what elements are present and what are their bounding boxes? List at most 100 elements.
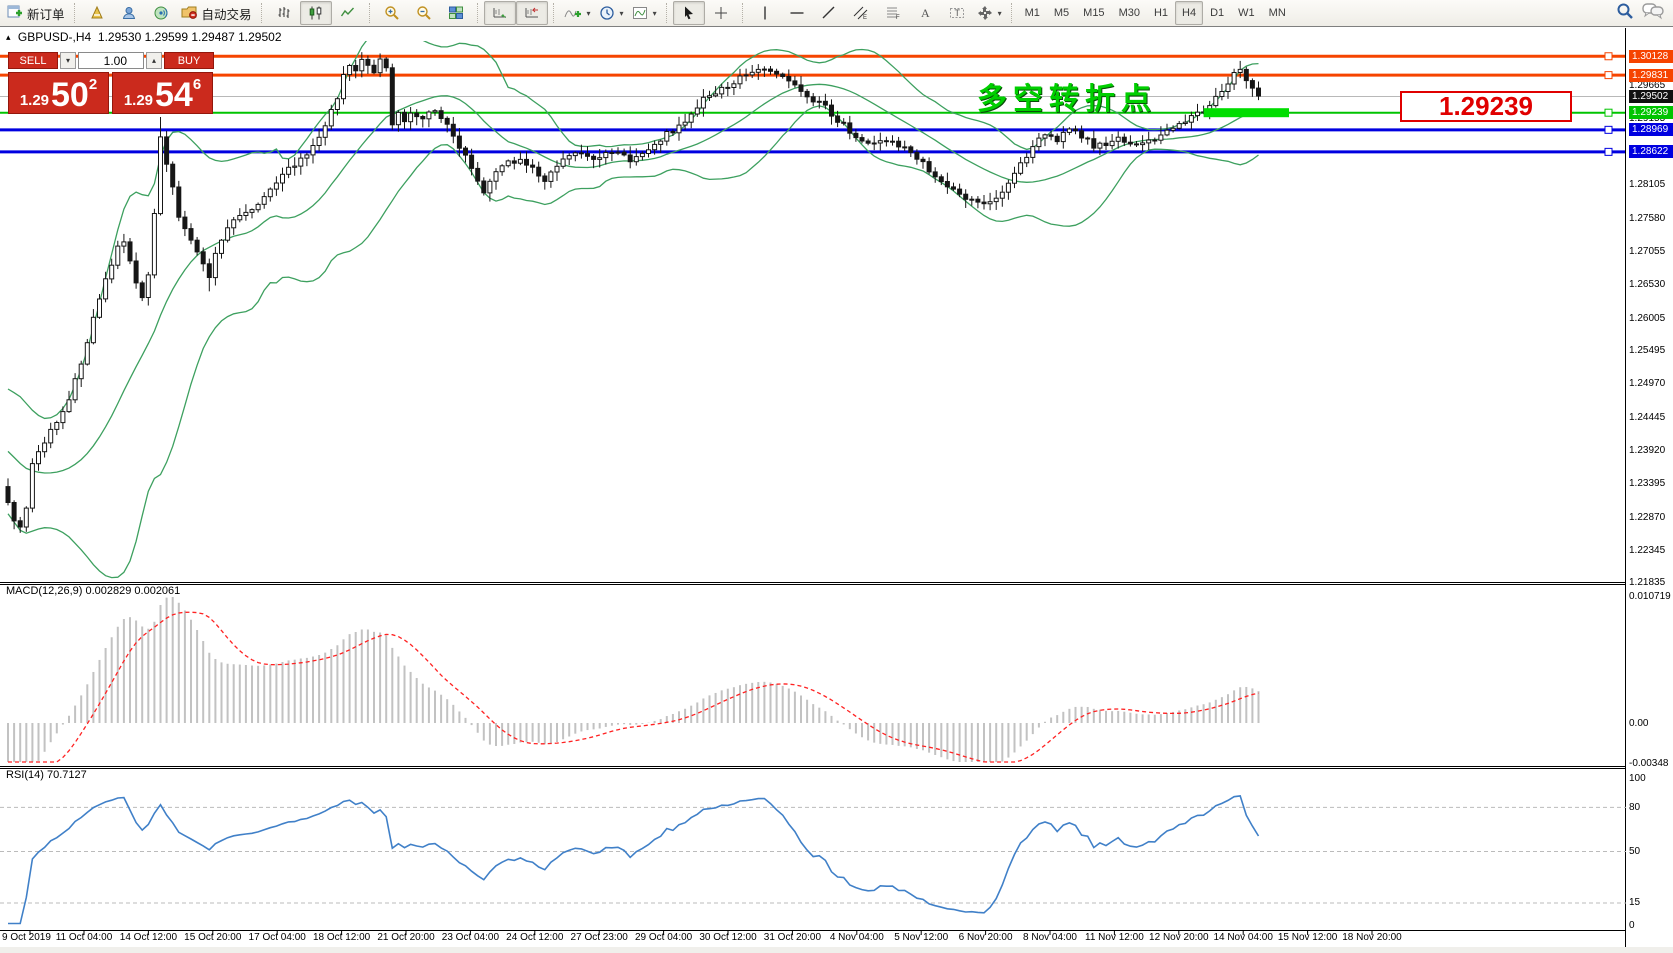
timeframe-button-m5[interactable]: M5 (1053, 7, 1070, 19)
horizontal-line-button[interactable] (781, 1, 813, 25)
price-tick: 1.29665 (1629, 80, 1666, 92)
toolbar-separator (260, 3, 263, 23)
price-tick: 1.27580 (1629, 212, 1666, 224)
toolbar-separator (1010, 3, 1013, 23)
time-axis-label: 14 Nov 04:00 (1213, 932, 1273, 943)
rsi-axis-tick: 50 (1629, 846, 1641, 857)
buy-price-pip: 6 (192, 76, 202, 93)
timeframe-button-m15[interactable]: M15 (1083, 7, 1105, 19)
sell-button[interactable]: SELL (8, 52, 58, 69)
tile-windows-button[interactable] (440, 1, 472, 25)
time-axis-label: 14 Oct 12:00 (119, 932, 178, 943)
time-axis-label: 24 Oct 12:00 (506, 932, 564, 943)
time-axis-label: 21 Oct 20:00 (377, 932, 435, 943)
toolbar-separator (368, 3, 371, 23)
trendline-button[interactable] (813, 1, 845, 25)
autotrade-button[interactable]: 自动交易 (177, 1, 256, 25)
time-axis-label: 18 Oct 12:00 (312, 932, 371, 943)
timeframe-button-w1[interactable]: W1 (1238, 7, 1255, 19)
autotrade-icon (181, 4, 198, 23)
time-axis-label: 23 Oct 04:00 (441, 932, 500, 943)
price-tick: 1.23395 (1629, 478, 1666, 490)
time-axis-label: 5 Nov 12:00 (894, 932, 949, 943)
price-tick: 1.25495 (1629, 344, 1666, 356)
buy-button[interactable]: BUY (164, 52, 214, 69)
toolbar-separator (552, 3, 555, 23)
svg-text:E: E (863, 15, 867, 21)
new-order-button[interactable]: 新订单 (3, 1, 69, 25)
macd-axis-tick: 0.010719 (1629, 591, 1671, 603)
turning-point-annotation: 多空转折点 (977, 83, 1157, 116)
price-tick: 1.28105 (1629, 179, 1666, 191)
templates-button[interactable]: ▾ (628, 1, 661, 25)
new-order-label: 新订单 (27, 7, 65, 22)
time-axis-label: 8 Nov 04:00 (1023, 932, 1077, 943)
price-level-label: 1.28969 (1629, 123, 1673, 137)
buy-price-prefix: 1.29 (123, 92, 154, 109)
arrows-button[interactable]: ▾ (973, 1, 1006, 25)
svg-text:T: T (954, 8, 960, 18)
sell-price-prefix: 1.29 (19, 92, 50, 109)
periods-button[interactable]: ▾ (595, 1, 628, 25)
time-axis-label: 18 Nov 20:00 (1342, 932, 1402, 943)
time-axis-label: 12 Nov 20:00 (1149, 932, 1209, 943)
crosshair-button[interactable] (705, 1, 737, 25)
ohlc-open: 1.29530 (97, 30, 142, 44)
timeframe-button-m30[interactable]: M30 (1118, 7, 1140, 19)
bar-chart-button[interactable] (268, 1, 300, 25)
chart-canvas[interactable] (0, 28, 1626, 947)
rsi-axis-tick: 15 (1629, 897, 1641, 909)
market-depth-button[interactable] (81, 1, 113, 25)
timeframe-button-m1[interactable]: M1 (1024, 7, 1040, 19)
indicators-button[interactable]: ▾ (560, 1, 595, 25)
sell-price-panel[interactable]: 1.29 50 2 (8, 72, 109, 114)
autotrade-label: 自动交易 (201, 7, 252, 22)
price-level-label: 1.28622 (1629, 145, 1673, 159)
volume-decrease-button[interactable]: ▾ (60, 52, 76, 69)
buy-price-panel[interactable]: 1.29 54 6 (112, 72, 213, 114)
profile-button[interactable] (113, 1, 145, 25)
macd-indicator-label: MACD(12,26,9) 0.002829 0.002061 (6, 585, 181, 597)
chat-icon[interactable] (1642, 2, 1664, 25)
toolbar-separator (476, 3, 479, 23)
time-axis-label: 9 Oct 2019 (2, 932, 51, 943)
sell-price-pip: 2 (88, 76, 98, 93)
rsi-axis-tick: 100 (1629, 772, 1646, 784)
candlestick-chart-button[interactable] (299, 1, 332, 25)
cursor-button[interactable] (672, 1, 705, 25)
rsi-axis-tick: 0 (1629, 919, 1635, 931)
volume-input[interactable]: 1.00 (78, 52, 144, 69)
rsi-indicator-label: RSI(14) 70.7127 (6, 769, 87, 781)
price-tick: 1.27055 (1629, 245, 1666, 257)
line-chart-button[interactable] (332, 1, 364, 25)
chart-header: ▴ GBPUSD-,H4 1.29530 1.29599 1.29487 1.2… (6, 30, 282, 44)
text-label-button[interactable]: T (941, 1, 973, 25)
chart-shift-button[interactable] (515, 1, 548, 25)
ohlc-close: 1.29502 (238, 30, 282, 44)
timeframe-button-mn[interactable]: MN (1268, 7, 1286, 19)
time-axis-label: 15 Nov 12:00 (1277, 932, 1338, 943)
current-price-label: 1.29502 (1629, 89, 1673, 103)
auto-scroll-button[interactable] (483, 1, 516, 25)
toolbar-separator (741, 3, 744, 23)
dropdown-caret: ▾ (652, 8, 657, 18)
search-icon[interactable] (1616, 2, 1634, 25)
collapse-panel-icon[interactable]: ▴ (6, 32, 11, 42)
price-tick: 1.23920 (1629, 444, 1666, 456)
buy-price-main: 54 (155, 76, 193, 114)
text-button[interactable]: A (909, 1, 941, 25)
vertical-line-button[interactable] (749, 1, 781, 25)
toolbar-separator (73, 3, 76, 23)
signals-button[interactable] (145, 1, 177, 25)
equidistant-channel-button[interactable]: E (845, 1, 877, 25)
timeframe-button-h4[interactable]: H4 (1175, 1, 1204, 25)
fibonacci-button[interactable]: F (877, 1, 909, 25)
timeframe-button-h1[interactable]: H1 (1153, 7, 1169, 19)
zoom-out-button[interactable] (408, 1, 440, 25)
time-axis-label: 27 Oct 23:00 (570, 932, 628, 943)
window-bottom-edge (0, 947, 1673, 953)
volume-increase-button[interactable]: ▴ (146, 52, 162, 69)
zoom-in-button[interactable] (376, 1, 408, 25)
timeframe-button-d1[interactable]: D1 (1210, 7, 1225, 19)
